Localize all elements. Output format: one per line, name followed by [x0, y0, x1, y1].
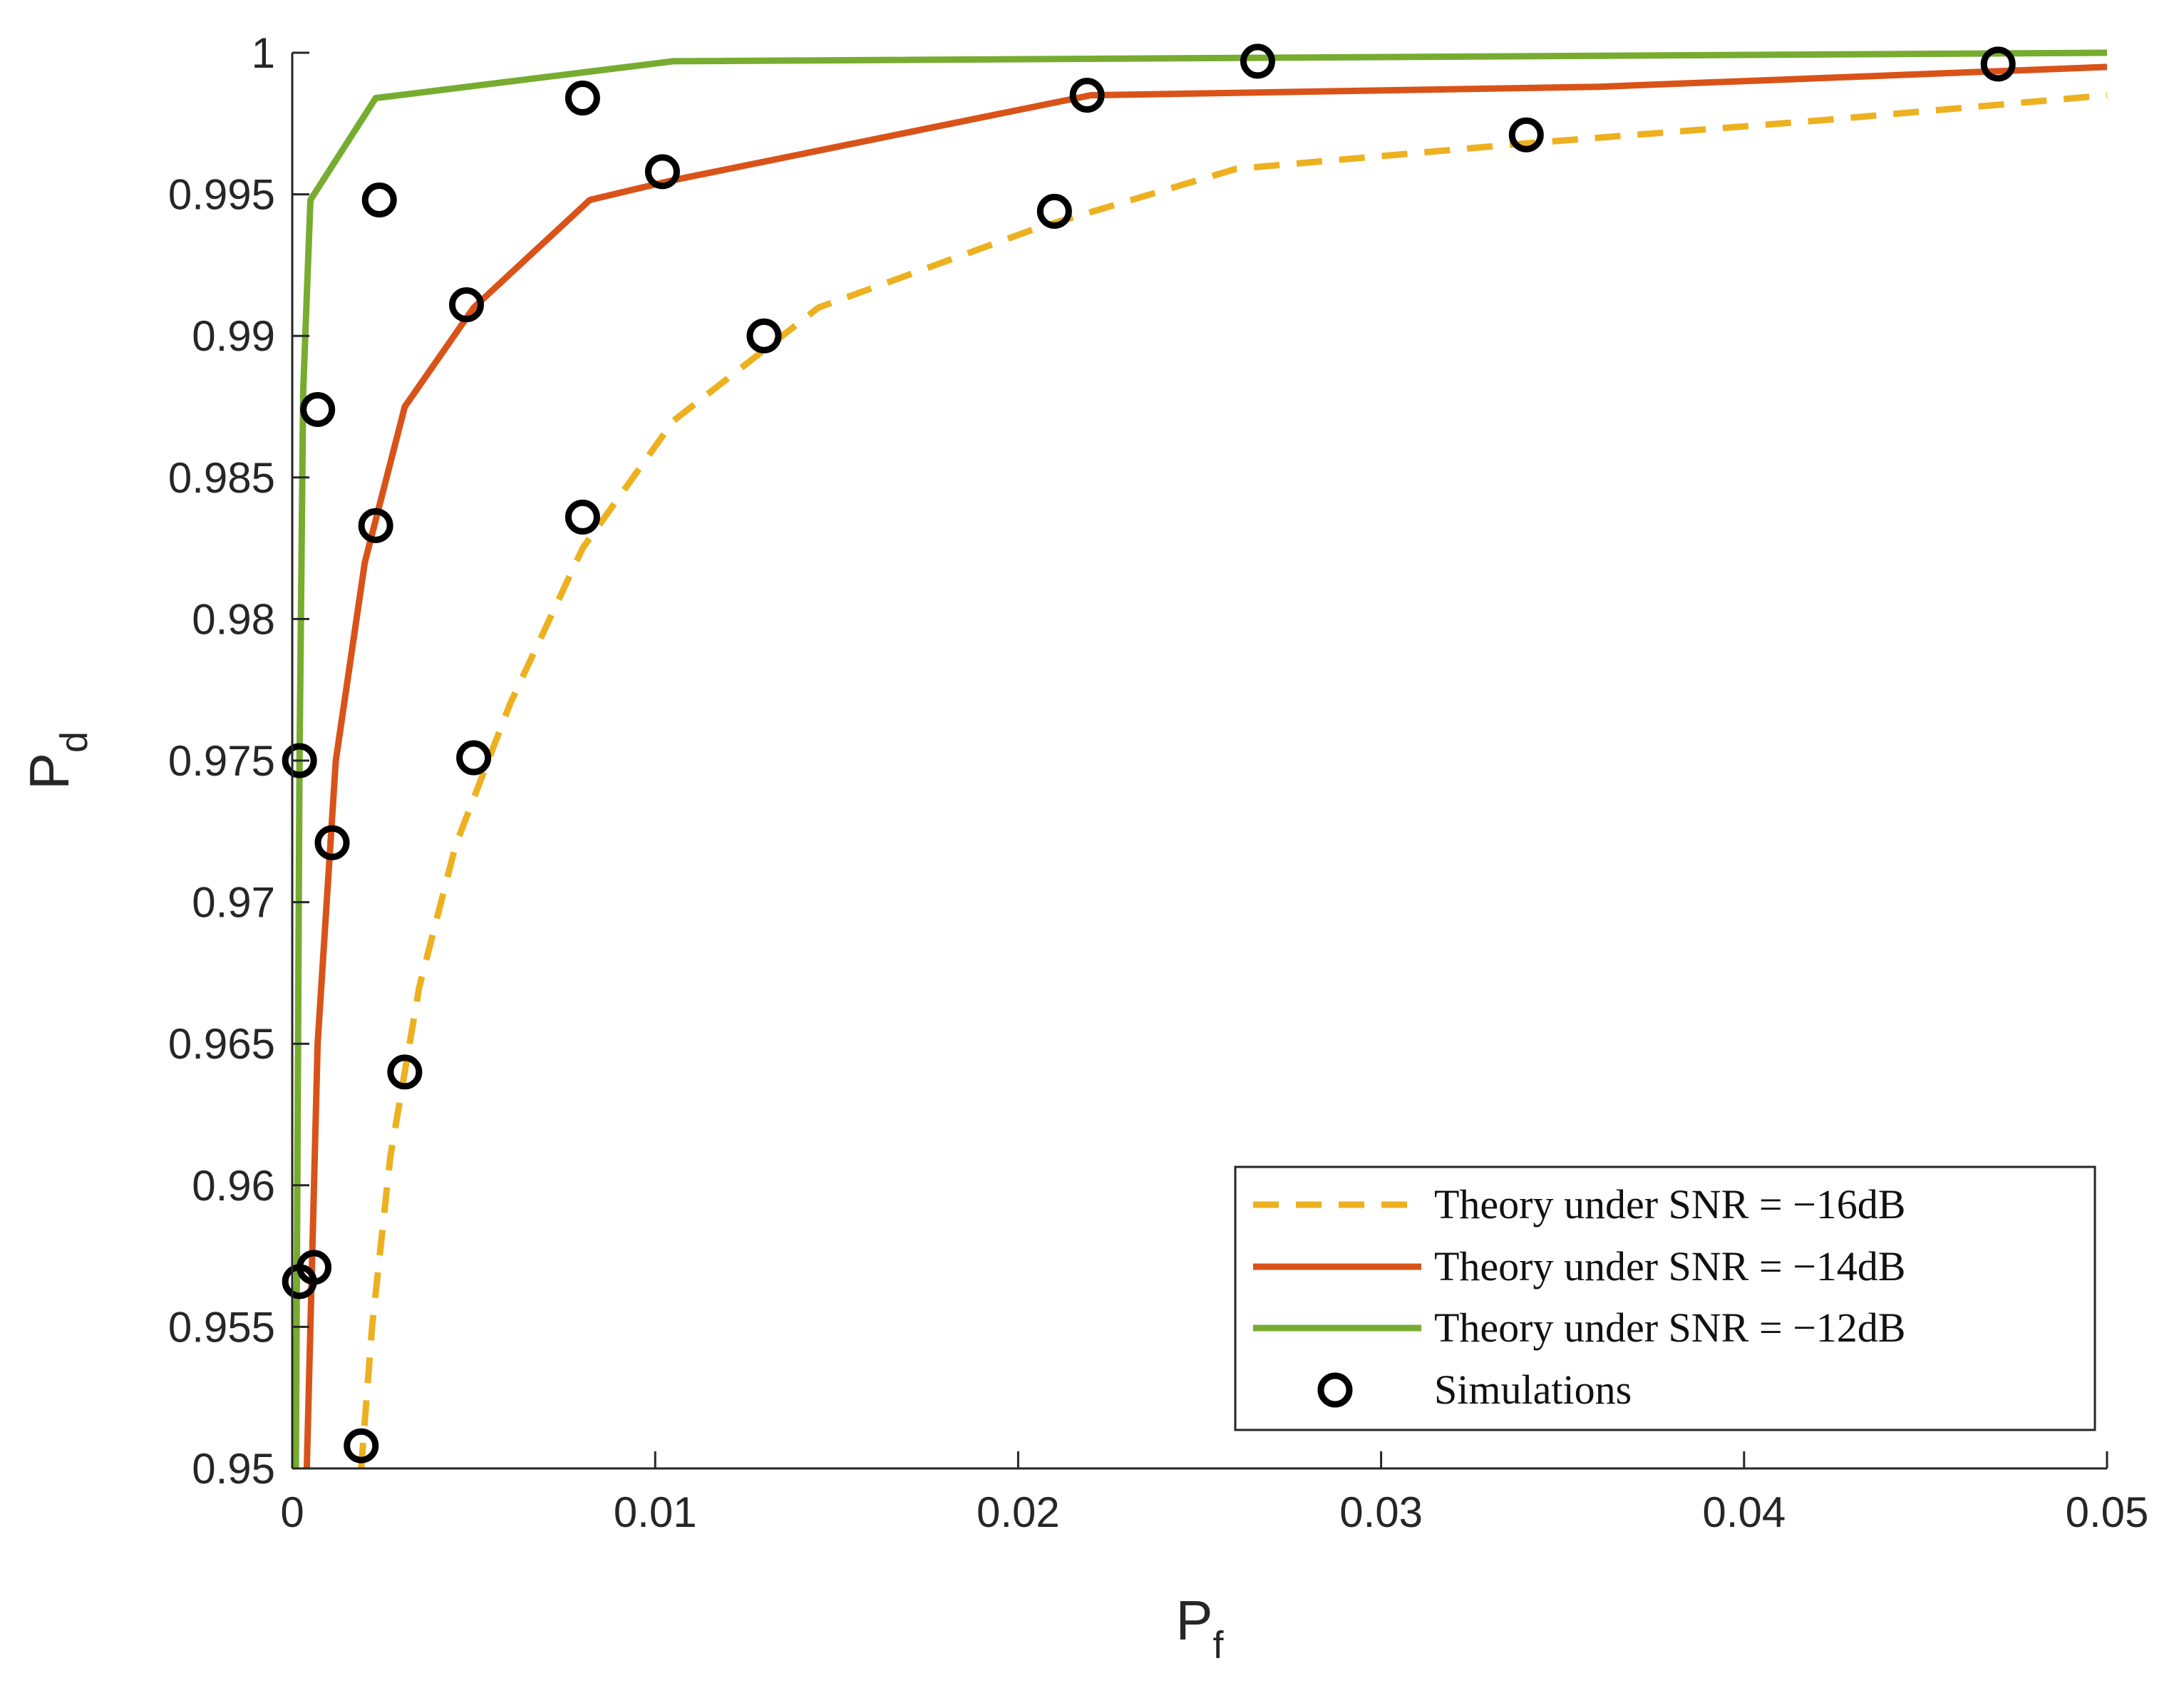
x-tick-label: 0.03	[1339, 1488, 1423, 1536]
y-tick-label: 0.995	[168, 171, 275, 219]
series-layer	[282, 43, 2108, 1469]
simulation-point	[361, 182, 397, 218]
y-tick-label: 1	[252, 29, 275, 77]
x-axis-title-main: P	[1175, 1589, 1212, 1652]
series-line-1	[358, 92, 2108, 1469]
y-axis-title: Pd	[18, 731, 96, 790]
legend-marker	[1317, 1372, 1353, 1408]
simulation-point	[282, 743, 317, 778]
y-axis-title-main: P	[18, 753, 81, 790]
x-tick-label: 0	[280, 1488, 304, 1536]
y-tick-label: 0.965	[168, 1020, 275, 1068]
x-tick-label: 0.02	[977, 1488, 1060, 1536]
simulation-point	[746, 318, 782, 354]
simulation-point	[387, 1054, 423, 1090]
simulation-point	[282, 1264, 317, 1299]
y-tick-label: 0.98	[192, 595, 275, 643]
simulation-point	[456, 740, 492, 776]
legend-label: Theory under SNR = −14dB	[1434, 1243, 1905, 1290]
simulation-point	[1069, 78, 1105, 113]
simulation-point	[314, 825, 350, 860]
y-tick-label: 0.955	[168, 1303, 275, 1351]
y-tick-label: 0.985	[168, 454, 275, 502]
simulation-point	[1980, 46, 2016, 82]
simulation-point	[448, 287, 484, 323]
x-tick-label: 0.05	[2066, 1488, 2149, 1536]
simulation-point	[565, 499, 600, 535]
y-tick-label: 0.97	[192, 879, 275, 927]
simulation-point	[1036, 193, 1072, 229]
legend-items: Theory under SNR = −16dB Theory under SNR…	[1253, 1181, 1905, 1413]
legend-box	[1234, 1165, 2096, 1431]
x-tick-label: 0.04	[1702, 1488, 1786, 1536]
simulation-point	[565, 81, 600, 116]
ticks-layer: 0 0.01 0.02 0.03 0.04 0.05 0.95 0.955 0.96 0.965 0…	[168, 29, 2149, 1536]
y-axis-title-sub: d	[53, 731, 96, 753]
simulation-point	[358, 508, 393, 543]
axis-titles: Pf Pd	[18, 731, 1225, 1667]
y-tick-label: 0.99	[192, 312, 275, 360]
y-tick-label: 0.975	[168, 737, 275, 785]
simulation-point	[344, 1428, 379, 1463]
y-tick-label: 0.96	[192, 1162, 275, 1210]
simulation-point	[644, 154, 680, 190]
legend-label: Simulations	[1434, 1367, 1632, 1413]
legend: Theory under SNR = −16dB Theory under SNR…	[1234, 1165, 2096, 1431]
legend-label: Theory under SNR = −12dB	[1434, 1304, 1905, 1351]
y-tick-label: 0.95	[192, 1445, 275, 1493]
x-axis-title: Pf	[1175, 1589, 1224, 1667]
x-tick-label: 0.01	[614, 1488, 697, 1536]
legend-label: Theory under SNR = −16dB	[1434, 1181, 1905, 1227]
simulation-point	[300, 391, 336, 427]
x-axis-title-sub: f	[1213, 1624, 1225, 1667]
simulation-point	[1508, 117, 1544, 153]
simulation-point	[1240, 43, 1275, 79]
